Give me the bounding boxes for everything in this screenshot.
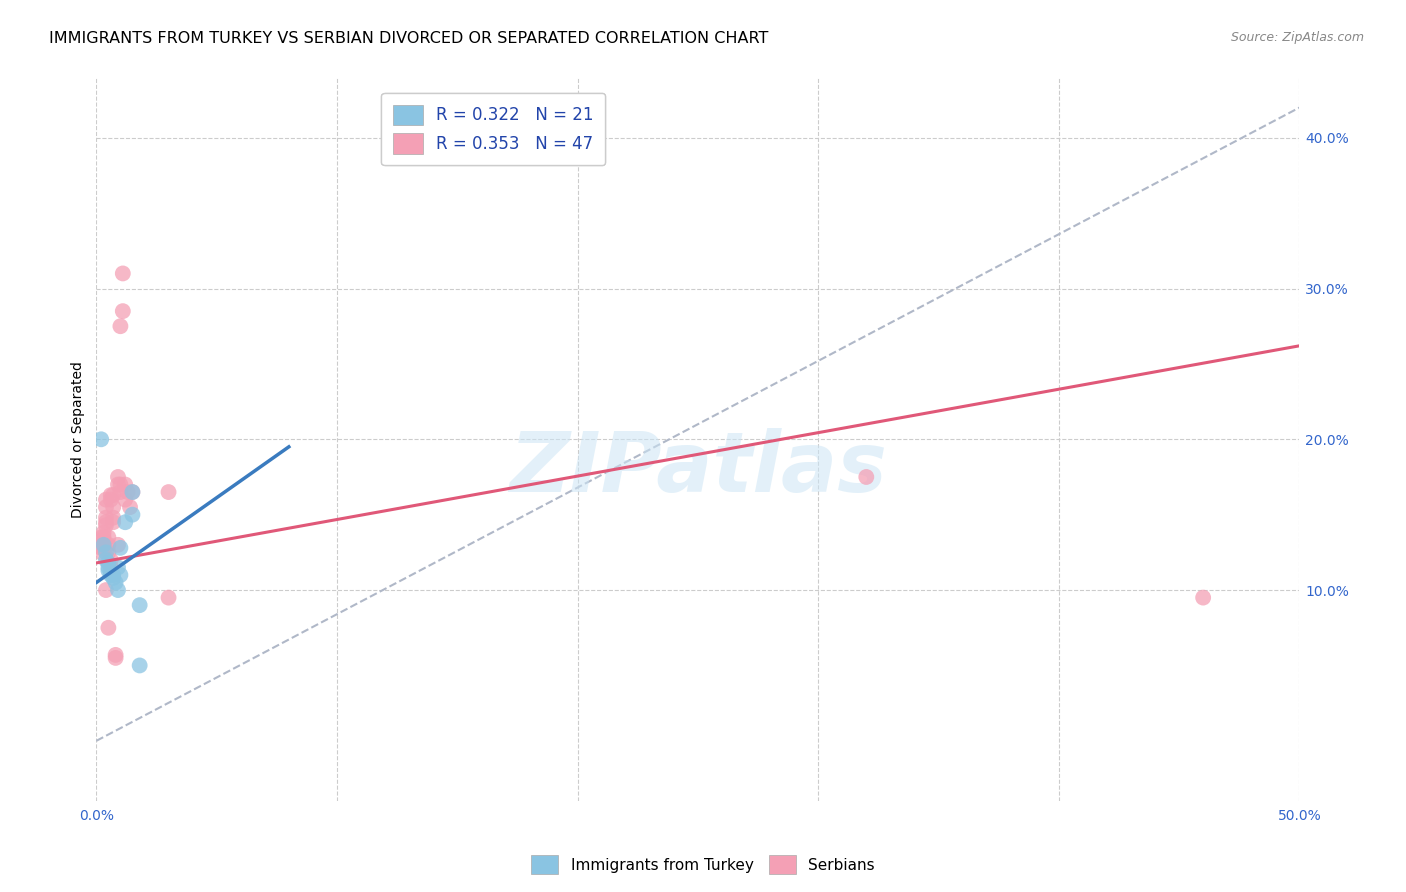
- Point: [110, 568, 132, 582]
- Text: Source: ZipAtlas.com: Source: ZipAtlas.com: [1230, 31, 1364, 45]
- Point: [110, 485, 132, 500]
- Point: [114, 477, 136, 491]
- Point: [93, 530, 115, 544]
- Point: [128, 598, 150, 612]
- Point: [90, 545, 112, 559]
- Point: [103, 488, 125, 502]
- Point: [157, 485, 180, 500]
- Point: [93, 541, 115, 555]
- Point: [114, 515, 136, 529]
- Point: [94, 510, 117, 524]
- Point: [100, 568, 122, 582]
- Point: [97, 538, 120, 552]
- Point: [107, 560, 129, 574]
- Legend: R = 0.322   N = 21, R = 0.353   N = 47: R = 0.322 N = 21, R = 0.353 N = 47: [381, 93, 606, 165]
- Point: [97, 564, 120, 578]
- Point: [118, 500, 141, 515]
- Point: [128, 658, 150, 673]
- Point: [97, 556, 120, 570]
- Y-axis label: Divorced or Separated: Divorced or Separated: [72, 361, 86, 517]
- Point: [90, 541, 112, 555]
- Point: [90, 530, 112, 544]
- Point: [97, 621, 120, 635]
- Point: [111, 267, 134, 281]
- Point: [94, 553, 117, 567]
- Point: [100, 560, 122, 574]
- Point: [157, 591, 180, 605]
- Point: [121, 485, 143, 500]
- Point: [117, 485, 139, 500]
- Point: [94, 545, 117, 559]
- Point: [107, 538, 129, 552]
- Point: [100, 492, 122, 507]
- Point: [93, 533, 115, 548]
- Point: [103, 571, 125, 585]
- Point: [94, 500, 117, 515]
- Point: [90, 432, 112, 446]
- Point: [110, 541, 132, 555]
- Point: [121, 508, 143, 522]
- Point: [121, 485, 143, 500]
- Point: [855, 470, 877, 484]
- Point: [104, 648, 127, 662]
- Point: [97, 560, 120, 574]
- Point: [94, 583, 117, 598]
- Point: [94, 518, 117, 533]
- Point: [94, 492, 117, 507]
- Point: [103, 568, 125, 582]
- Text: IMMIGRANTS FROM TURKEY VS SERBIAN DIVORCED OR SEPARATED CORRELATION CHART: IMMIGRANTS FROM TURKEY VS SERBIAN DIVORC…: [49, 31, 769, 46]
- Point: [103, 515, 125, 529]
- Point: [100, 553, 122, 567]
- Point: [97, 530, 120, 544]
- Point: [104, 575, 127, 590]
- Point: [94, 515, 117, 529]
- Point: [100, 488, 122, 502]
- Point: [104, 651, 127, 665]
- Point: [103, 510, 125, 524]
- Point: [90, 538, 112, 552]
- Point: [110, 477, 132, 491]
- Text: ZIPatlas: ZIPatlas: [509, 428, 887, 508]
- Point: [114, 492, 136, 507]
- Point: [93, 534, 115, 549]
- Point: [107, 583, 129, 598]
- Point: [1192, 591, 1215, 605]
- Point: [97, 545, 120, 559]
- Point: [93, 525, 115, 540]
- Point: [103, 500, 125, 515]
- Point: [107, 470, 129, 484]
- Legend: Immigrants from Turkey, Serbians: Immigrants from Turkey, Serbians: [524, 849, 882, 880]
- Point: [110, 319, 132, 334]
- Point: [93, 538, 115, 552]
- Point: [111, 304, 134, 318]
- Point: [107, 477, 129, 491]
- Point: [93, 538, 115, 552]
- Point: [100, 565, 122, 579]
